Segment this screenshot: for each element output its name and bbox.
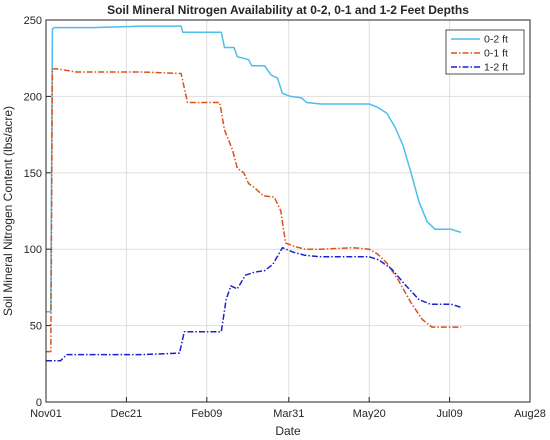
axes-box <box>45 19 531 403</box>
y-tick-label: 250 <box>24 15 42 27</box>
legend-label-2: 0-1 ft <box>484 48 508 60</box>
x-tick-label: Feb09 <box>191 408 222 420</box>
x-tick-label: Aug28 <box>514 408 546 420</box>
plot-area <box>46 20 530 402</box>
y-tick-label: 200 <box>24 91 42 103</box>
plot-area-background <box>46 20 530 402</box>
y-tick-label: 50 <box>30 321 42 333</box>
y-tick-label: 0 <box>36 397 42 409</box>
axis-ticks: Nov01 Dec21 Feb09 Mar31 May20 Jul09 Aug28 0 50 10… <box>24 15 546 420</box>
x-tick-label: Nov01 <box>30 408 62 420</box>
series-line-3 <box>46 246 462 362</box>
x-axis-label: Date <box>275 424 301 438</box>
legend-label-3: 1-2 ft <box>484 62 508 74</box>
legend: 0-2 ft 0-1 ft 1-2 ft <box>445 29 525 75</box>
chart-title: Soil Mineral Nitrogen Availability at 0-… <box>107 3 469 17</box>
y-tick-label: 150 <box>24 168 42 180</box>
y-tick-label: 100 <box>24 244 42 256</box>
series-line-1 <box>46 25 462 313</box>
y-axis-label: Soil Mineral Nitrogen Content (lbs/acre) <box>1 106 15 316</box>
x-tick-label: Mar31 <box>273 408 304 420</box>
series-lines <box>46 25 462 362</box>
x-tick-label: May20 <box>353 408 386 420</box>
legend-label-1: 0-2 ft <box>484 34 508 46</box>
x-tick-label: Dec21 <box>111 408 143 420</box>
x-tick-label: Jul09 <box>436 408 462 420</box>
